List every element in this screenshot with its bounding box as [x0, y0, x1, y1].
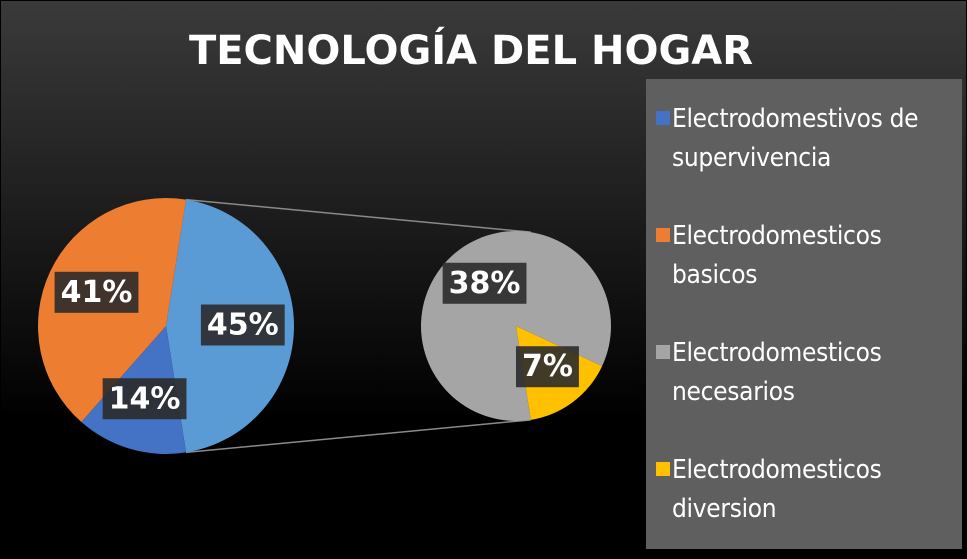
legend-label: Electrodomesticos basicos [672, 221, 882, 290]
data-label: 41% [61, 275, 133, 310]
data-label: 7% [522, 349, 573, 384]
legend-swatch [656, 111, 670, 125]
connector-line [185, 198, 531, 233]
data-label: 45% [207, 308, 279, 343]
legend-swatch [656, 345, 670, 359]
chart-title: TECNOLOGÍA DEL HOGAR [189, 26, 753, 74]
legend-label: Electrodomestivos de supervivencia [672, 104, 919, 173]
legend-label: Electrodomesticos necesarios [672, 338, 882, 407]
legend-swatch [656, 462, 670, 476]
connector-line [185, 419, 531, 454]
data-label-bg [515, 346, 579, 388]
data-label-bg [102, 378, 187, 420]
legend-swatch [656, 228, 670, 242]
legend-label: Electrodomesticos diversion [672, 455, 882, 524]
legend: Electrodomestivos de supervivencia Electr… [646, 79, 962, 549]
data-label-bg [54, 271, 139, 313]
data-label: 14% [109, 381, 181, 416]
data-label-bg [442, 262, 527, 304]
data-label: 38% [449, 266, 521, 301]
data-label-bg [200, 304, 285, 346]
